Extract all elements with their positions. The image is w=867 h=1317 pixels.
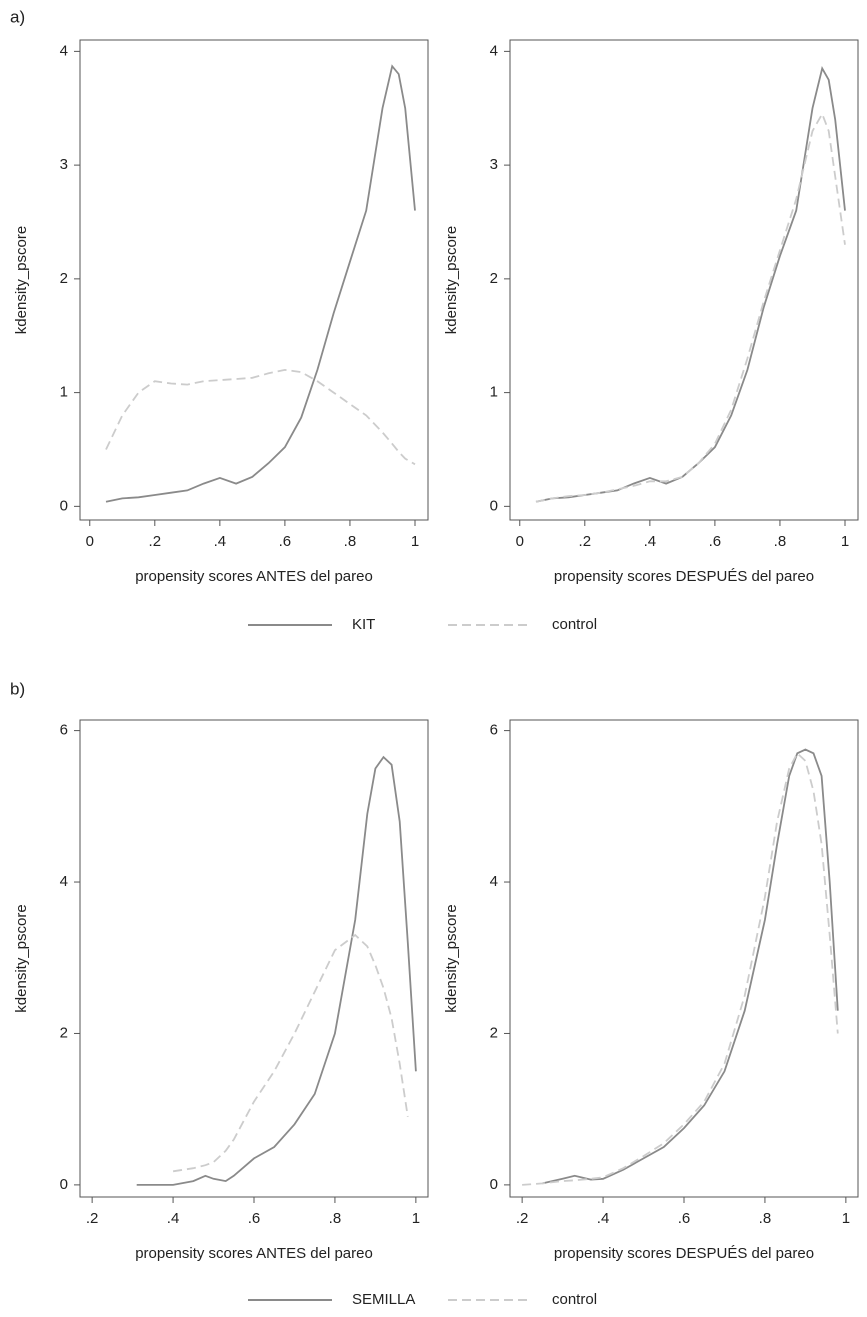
y-tick-label: 4 [60, 42, 68, 59]
x-axis-label: propensity scores ANTES del pareo [135, 1245, 373, 1262]
plot-frame [79, 719, 429, 1198]
y-axis-label: kdensity_pscore [13, 226, 30, 334]
x-tick-label: .2 [86, 1210, 99, 1227]
x-tick-label: .4 [597, 1210, 610, 1227]
y-axis-label: kdensity_pscore [443, 226, 460, 334]
y-tick-label: 2 [60, 1024, 68, 1041]
y-tick-label: 3 [490, 156, 498, 173]
y-tick-label: 4 [60, 873, 68, 890]
x-axis-label: propensity scores ANTES del pareo [135, 568, 373, 585]
y-tick-label: 6 [490, 722, 498, 739]
x-tick-label: .8 [759, 1210, 772, 1227]
density-line [535, 111, 846, 503]
x-axis-label: propensity scores DESPUÉS del pareo [554, 1245, 814, 1262]
y-tick-label: 1 [60, 384, 68, 401]
plot-frame [509, 719, 859, 1198]
x-tick-label: .6 [709, 533, 722, 550]
y-tick-label: 6 [60, 722, 68, 739]
x-tick-label: .4 [214, 533, 227, 550]
panel-label: a) [10, 7, 25, 26]
density-line [172, 933, 409, 1173]
y-tick-label: 2 [490, 270, 498, 287]
legend-label: control [552, 616, 597, 633]
y-tick-label: 4 [490, 873, 498, 890]
y-tick-label: 2 [490, 1024, 498, 1041]
y-axis-label: kdensity_pscore [443, 904, 460, 1012]
x-axis-label: propensity scores DESPUÉS del pareo [554, 568, 814, 585]
density-line [522, 751, 839, 1186]
x-tick-label: .6 [279, 533, 292, 550]
density-line [535, 65, 846, 503]
y-axis-label: kdensity_pscore [13, 904, 30, 1012]
x-tick-label: .6 [678, 1210, 691, 1227]
x-tick-label: .2 [149, 533, 162, 550]
density-line [542, 748, 839, 1185]
x-tick-label: 0 [86, 533, 94, 550]
x-tick-label: 0 [516, 533, 524, 550]
y-tick-label: 2 [60, 270, 68, 287]
panel-label: b) [10, 679, 25, 698]
plot-frame [509, 39, 859, 521]
y-tick-label: 4 [490, 42, 498, 59]
y-tick-label: 1 [490, 384, 498, 401]
legend-label: control [552, 1291, 597, 1308]
y-tick-label: 0 [490, 1176, 498, 1193]
x-tick-label: .8 [774, 533, 787, 550]
y-tick-label: 0 [60, 497, 68, 514]
y-tick-label: 0 [60, 1176, 68, 1193]
legend-label: KIT [352, 616, 375, 633]
y-tick-label: 3 [60, 156, 68, 173]
x-tick-label: .4 [644, 533, 657, 550]
x-tick-label: 1 [841, 533, 849, 550]
y-tick-label: 0 [490, 497, 498, 514]
density-line [105, 368, 416, 466]
plot-frame [79, 39, 429, 521]
x-tick-label: 1 [411, 533, 419, 550]
x-tick-label: .2 [516, 1210, 529, 1227]
legend-label: SEMILLA [352, 1291, 415, 1308]
x-tick-label: .8 [344, 533, 357, 550]
x-tick-label: 1 [842, 1210, 850, 1227]
x-tick-label: .2 [579, 533, 592, 550]
x-tick-label: .6 [248, 1210, 261, 1227]
density-line [136, 755, 417, 1186]
x-tick-label: .8 [329, 1210, 342, 1227]
x-tick-label: 1 [412, 1210, 420, 1227]
density-line [105, 64, 416, 503]
x-tick-label: .4 [167, 1210, 180, 1227]
